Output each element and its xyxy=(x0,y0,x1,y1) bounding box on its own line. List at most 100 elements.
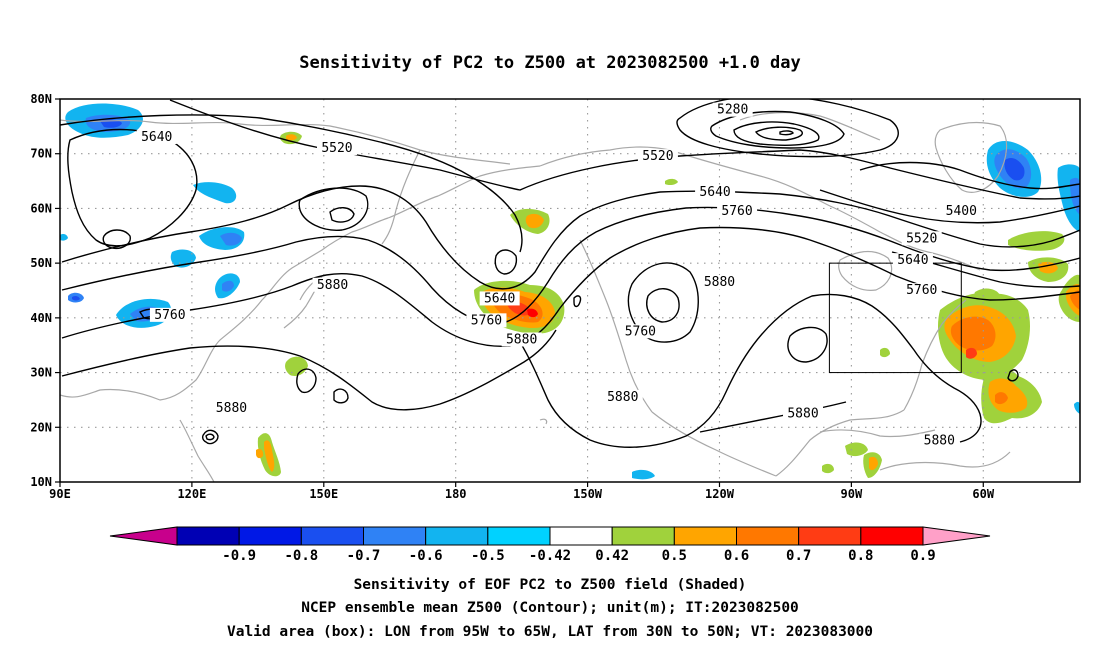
colorbar-box xyxy=(238,526,302,546)
contour-label: 5880 xyxy=(506,332,537,347)
lat-tick-label: 80N xyxy=(30,92,52,106)
lon-tick-label: 180 xyxy=(445,487,467,501)
contour-small-4 xyxy=(333,388,349,404)
coastline-arctic-islands xyxy=(739,111,881,141)
contour-labels: 5640 5520 5280 5520 5640 5760 5400 5520 5640 5760… xyxy=(136,102,982,449)
contour-label-bg xyxy=(211,400,252,415)
lat-tick-label: 70N xyxy=(30,147,52,161)
colorbar-label: 0.8 xyxy=(848,548,873,564)
colorbar-box xyxy=(611,526,675,546)
colorbar-label: -0.5 xyxy=(471,548,505,564)
shade-patch xyxy=(845,442,868,457)
contour-label-bg xyxy=(717,203,758,218)
shade-patch xyxy=(60,234,68,241)
contour-label: 5880 xyxy=(317,278,348,293)
contour-5400 xyxy=(859,161,1080,190)
colorbar-max-triangle xyxy=(922,526,991,546)
shade-patch xyxy=(193,182,237,204)
shade-patch xyxy=(966,347,977,359)
contour-label: 5880 xyxy=(216,401,247,416)
shade-patch xyxy=(525,213,544,229)
coastline-kamchatka xyxy=(381,149,421,245)
contour-high-pacific-2 xyxy=(329,207,355,223)
contour-small-7 xyxy=(787,326,828,363)
contour-5280-ring3 xyxy=(733,121,820,146)
lat-tick-label: 20N xyxy=(30,420,52,434)
colorbar-box xyxy=(673,526,737,546)
contour-5640-pacific xyxy=(67,128,198,247)
shade-patch xyxy=(286,134,297,141)
contour-small-8 xyxy=(573,295,582,308)
caption-line-1: Sensitivity of EOF PC2 to Z500 field (Sh… xyxy=(354,577,747,593)
map-area: 5640 5520 5280 5520 5640 5760 5400 5520 5640 5760… xyxy=(60,99,1080,482)
contour-small-2 xyxy=(494,249,518,275)
coastline-us-west xyxy=(579,239,653,413)
contour-label: 5640 xyxy=(897,253,928,268)
colorbar-label: 0.7 xyxy=(786,548,811,564)
lon-tick-label: 90E xyxy=(49,487,71,501)
contour-5760-low xyxy=(627,262,699,343)
lat-tick-label: 50N xyxy=(30,256,52,270)
colorbar-min-triangle xyxy=(109,526,178,546)
contour-label-bg xyxy=(783,406,824,421)
map-frame xyxy=(59,98,1081,483)
contour-label: 5520 xyxy=(321,141,352,156)
shade-patch xyxy=(950,316,996,351)
lon-tick-label: 150W xyxy=(573,487,603,501)
contour-5640-trough xyxy=(61,185,1080,290)
contour-5760-trough xyxy=(61,206,1080,325)
contour-label: 5640 xyxy=(484,291,515,306)
contour-label-bg xyxy=(637,149,678,164)
contour-label-bg xyxy=(149,307,190,322)
lat-tick-label: 30N xyxy=(30,366,52,380)
caption-line-3: Valid area (box): LON from 95W to 65W, L… xyxy=(227,624,873,640)
shade-patch xyxy=(1008,231,1065,251)
shade-patch xyxy=(264,440,275,472)
colorbar-box xyxy=(736,526,800,546)
contour-5280-ring1 xyxy=(676,99,899,158)
coastlines xyxy=(60,111,1011,482)
coastline-alaska xyxy=(539,146,671,167)
contour-label: 5280 xyxy=(717,103,748,118)
contour-label: 5760 xyxy=(471,313,502,328)
contour-label: 5760 xyxy=(154,308,185,323)
coastline-southeast-asia xyxy=(179,419,215,482)
colorbar-box xyxy=(425,526,489,546)
contour-label: 5760 xyxy=(625,324,656,339)
contour-low-inner xyxy=(646,288,680,323)
contour-5280-inner xyxy=(779,130,794,136)
colorbar-box xyxy=(300,526,365,546)
lat-tick-label: 60N xyxy=(30,201,52,215)
shade-patch xyxy=(72,295,80,301)
shade-patch xyxy=(880,347,890,358)
colorbar-label: 0.5 xyxy=(662,548,687,564)
coastline-mexico xyxy=(651,411,777,477)
coastline-hudson xyxy=(838,250,893,291)
contour-label-bg xyxy=(312,277,353,292)
contour-label-bg xyxy=(316,140,357,155)
contour-5520-east xyxy=(819,189,1080,224)
colorbar-label: -0.7 xyxy=(347,548,381,564)
figure-title: Sensitivity of PC2 to Z500 at 2023082500… xyxy=(299,53,801,73)
lon-tick-label: 90W xyxy=(841,487,863,501)
lat-tick-label: 10N xyxy=(30,475,52,489)
contour-label-bg xyxy=(712,102,753,117)
contour-label: 5880 xyxy=(787,406,818,421)
contour-label: 5520 xyxy=(642,149,673,164)
contour-label-bg xyxy=(695,184,736,199)
colorbar-box xyxy=(860,526,924,546)
contour-small-6 xyxy=(205,433,215,441)
colorbar-label: -0.6 xyxy=(409,548,443,564)
colorbar-box xyxy=(487,526,551,546)
shade-patch xyxy=(665,178,678,186)
shade-patch xyxy=(1074,401,1080,414)
contour-small-5 xyxy=(201,429,219,445)
lat-tick-label: 40N xyxy=(30,311,52,325)
contour-5280-ring4 xyxy=(754,126,804,141)
colorbar-label: -0.9 xyxy=(222,548,256,564)
colorbar-label: 0.42 xyxy=(595,548,629,564)
contour-5880-main xyxy=(61,226,1080,347)
contour-label: 5760 xyxy=(906,283,937,298)
contour-label-bg xyxy=(501,332,542,347)
contour-label: 5880 xyxy=(607,390,638,405)
